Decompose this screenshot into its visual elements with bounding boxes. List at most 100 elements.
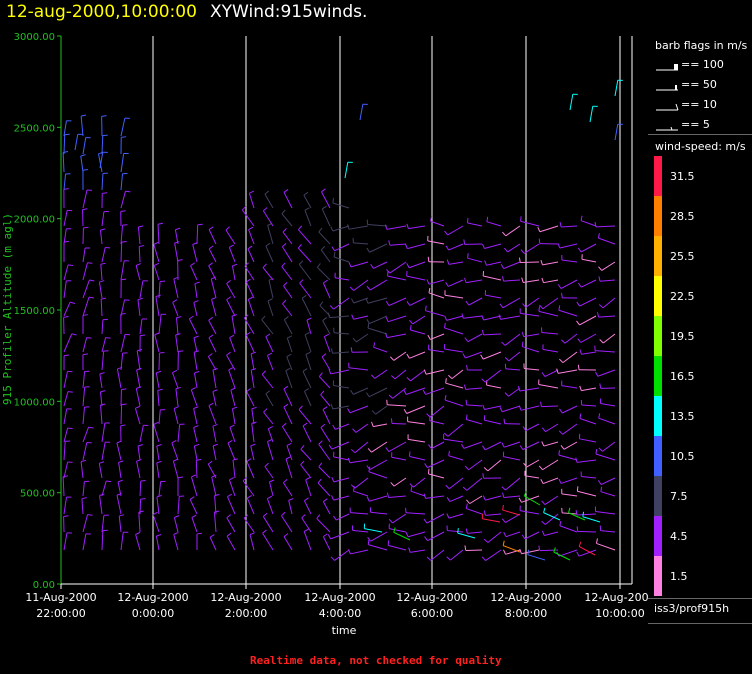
wind-barb bbox=[599, 525, 616, 533]
wind-barb bbox=[152, 511, 160, 533]
wind-barb bbox=[248, 226, 255, 245]
wind-barb bbox=[82, 386, 90, 407]
wind-barb bbox=[559, 405, 578, 414]
wind-barb bbox=[499, 297, 521, 309]
wind-barb bbox=[283, 316, 293, 335]
wind-barb bbox=[427, 333, 445, 340]
wind-barb bbox=[330, 225, 350, 232]
wind-barb bbox=[598, 297, 616, 309]
wind-barb bbox=[297, 243, 312, 263]
wind-barb bbox=[321, 188, 331, 209]
wind-barb bbox=[330, 348, 350, 354]
wind-barb bbox=[196, 223, 203, 245]
wind-barb bbox=[576, 526, 597, 533]
wind-barb bbox=[348, 261, 369, 268]
wind-barb bbox=[171, 440, 179, 461]
scale-label: 25.5 bbox=[670, 250, 695, 263]
wind-barb bbox=[502, 451, 521, 461]
wind-barb bbox=[409, 477, 426, 488]
wind-barb bbox=[82, 296, 95, 317]
wind-barb bbox=[177, 259, 183, 281]
scale-swatch bbox=[654, 556, 662, 596]
wind-barb bbox=[116, 492, 122, 515]
wind-barb bbox=[406, 223, 426, 230]
wind-barb bbox=[333, 327, 350, 335]
wind-barb bbox=[428, 344, 445, 353]
wind-barb bbox=[63, 316, 69, 335]
wind-barb bbox=[118, 514, 125, 533]
wind-barb bbox=[520, 243, 540, 254]
wind-barb bbox=[265, 390, 274, 407]
wind-barb bbox=[207, 353, 217, 371]
wind-barb bbox=[503, 243, 521, 253]
wind-barb bbox=[246, 388, 255, 407]
wind-barb bbox=[598, 413, 616, 425]
wind-barb bbox=[266, 439, 274, 461]
wind-barb bbox=[281, 209, 293, 227]
wind-barb bbox=[136, 348, 143, 371]
x-tick-date: 12-Aug-2000 bbox=[490, 591, 561, 604]
wind-barb bbox=[373, 342, 388, 353]
wind-barb bbox=[359, 103, 368, 121]
wind-barb bbox=[82, 406, 90, 425]
wind-barb bbox=[82, 337, 92, 353]
wind-barb bbox=[348, 362, 369, 371]
wind-barb bbox=[406, 271, 426, 281]
wind-barb bbox=[267, 352, 274, 371]
wind-barb bbox=[177, 495, 185, 515]
wind-barb bbox=[229, 424, 236, 443]
wind-barb bbox=[82, 480, 90, 497]
wind-barb bbox=[370, 261, 388, 269]
wind-barb bbox=[82, 208, 88, 227]
wind-barb bbox=[268, 277, 274, 299]
wind-barb bbox=[578, 433, 597, 443]
wind-barb bbox=[445, 243, 464, 251]
wind-barb bbox=[139, 280, 148, 299]
wind-barb bbox=[537, 225, 559, 233]
wind-barb bbox=[247, 296, 255, 317]
wind-barb bbox=[461, 313, 483, 319]
wind-barb bbox=[598, 276, 616, 282]
wind-barb bbox=[559, 221, 578, 228]
wind-barb bbox=[524, 470, 540, 479]
wind-barb bbox=[280, 511, 293, 533]
wind-barb bbox=[323, 333, 331, 353]
wind-barb bbox=[600, 486, 616, 497]
wind-barb bbox=[137, 225, 144, 245]
wind-barb bbox=[231, 314, 237, 335]
wind-barb bbox=[120, 299, 130, 317]
wind-barb bbox=[486, 380, 502, 389]
wind-barb bbox=[521, 277, 540, 283]
wind-barb bbox=[267, 298, 274, 317]
scale-swatch bbox=[654, 436, 662, 476]
wind-barb bbox=[386, 261, 407, 274]
wind-barb bbox=[538, 306, 559, 317]
wind-barb bbox=[101, 422, 110, 443]
wind-barb bbox=[541, 530, 559, 536]
scale-label: 7.5 bbox=[670, 490, 688, 503]
barb-legend-icon bbox=[656, 103, 679, 111]
wind-barb bbox=[409, 315, 426, 325]
wind-barb bbox=[363, 523, 383, 533]
wind-barb bbox=[207, 460, 217, 479]
x-tick-date: 12-Aug-2000 bbox=[117, 591, 188, 604]
wind-barb bbox=[63, 228, 72, 245]
wind-barb bbox=[63, 532, 72, 551]
wind-barb bbox=[517, 386, 540, 392]
wind-barb bbox=[63, 427, 73, 443]
wind-barb bbox=[171, 369, 179, 389]
wind-barb bbox=[208, 245, 217, 263]
wind-barb bbox=[463, 384, 483, 390]
wind-barb bbox=[541, 513, 559, 525]
wind-barb bbox=[467, 218, 483, 227]
wind-barb bbox=[518, 405, 540, 411]
y-tick-label: 1500.00 bbox=[14, 306, 55, 317]
speed-legend-title: wind-speed: m/s bbox=[655, 140, 746, 153]
wind-barb bbox=[561, 380, 578, 389]
wind-barb bbox=[302, 368, 312, 389]
wind-barb bbox=[579, 413, 597, 425]
wind-barb bbox=[426, 279, 445, 285]
wind-barb bbox=[366, 279, 388, 291]
wind-barb bbox=[98, 461, 105, 479]
wind-barb bbox=[243, 314, 255, 335]
